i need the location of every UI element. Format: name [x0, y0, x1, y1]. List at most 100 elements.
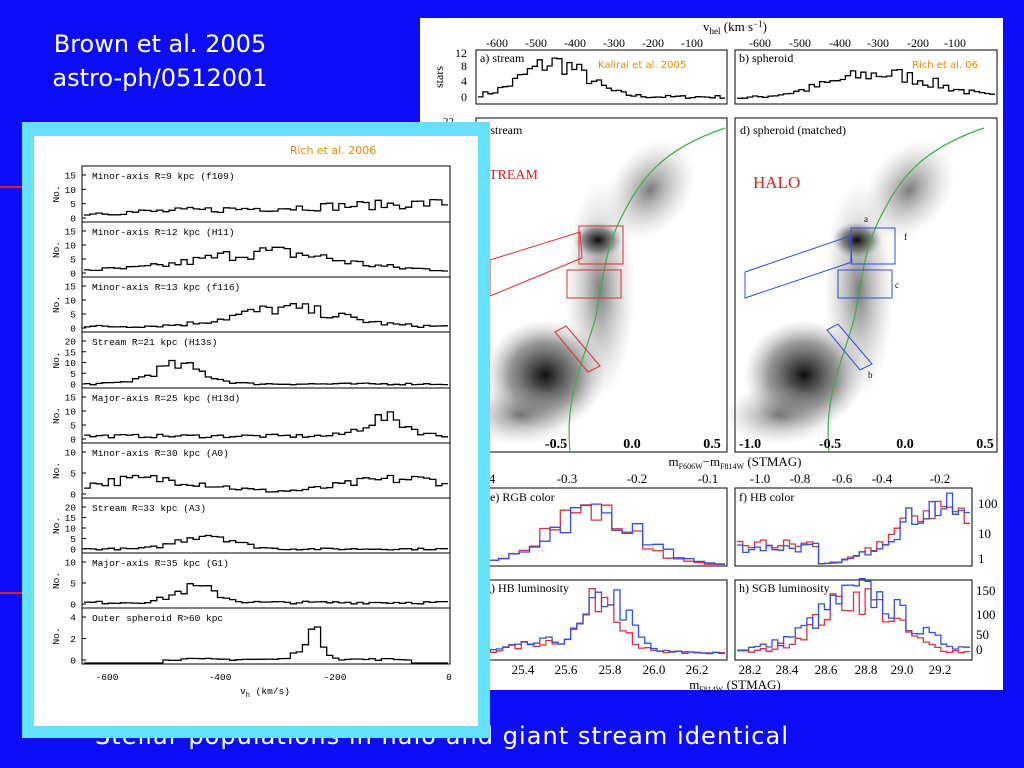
slide-title: Brown et al. 2005: [54, 30, 266, 58]
tick-label: 10: [65, 185, 77, 196]
panel-label: e) RGB color: [490, 490, 555, 504]
axis-label: No.: [51, 407, 62, 424]
axis-label: No.: [51, 517, 62, 534]
tick-label: 5: [70, 310, 76, 321]
panel-label: h) SGB luminosity: [739, 581, 830, 595]
tick-label: 100: [978, 496, 998, 511]
annotation: STREAM: [481, 168, 538, 183]
tick-label: 0: [70, 435, 76, 446]
tick-label: 0: [461, 90, 467, 104]
tick-label: 29.2: [929, 662, 952, 677]
histogram-trace: [84, 359, 448, 386]
tick-label: 100: [976, 607, 996, 622]
tick-label: 0.0: [896, 437, 914, 452]
axis-label-part: −m: [703, 454, 720, 469]
tick-label: -600: [486, 36, 508, 50]
tick-label: 0: [70, 380, 76, 391]
tick-label: -200: [907, 36, 929, 50]
panel-label: a) stream: [480, 51, 525, 65]
panel-label: Minor-axis R=30 kpc (A0): [92, 448, 229, 459]
slide-title: astro-ph/0512001: [52, 64, 267, 92]
tick-label: -0.1: [698, 471, 719, 486]
tick-label: -0.6: [832, 471, 853, 486]
panel-frame: [734, 579, 973, 661]
axis-label-part: m: [689, 677, 699, 692]
tick-label: 0.0: [623, 437, 641, 452]
histogram-trace: [84, 534, 448, 551]
tick-label: -100: [944, 36, 966, 50]
tick-label: -200: [642, 36, 664, 50]
box-label: f: [904, 232, 907, 242]
isochrone: [568, 127, 726, 453]
tick-label: 5: [70, 579, 76, 590]
tick-label: 20: [65, 503, 77, 514]
axis-label-part: −1: [753, 19, 763, 29]
tick-label: 5: [70, 469, 76, 480]
axis-label-part: F814W: [699, 685, 723, 694]
selection-box: [554, 325, 601, 373]
axis-label: mF814W (STMAG): [689, 677, 781, 694]
tick-label: 10: [65, 296, 77, 307]
selection-box: [850, 227, 896, 265]
tick-label: 10: [65, 358, 77, 369]
tick-label: -1.0: [739, 437, 761, 452]
tick-label: 28.6: [815, 662, 838, 677]
histogram-trace: [84, 411, 448, 439]
tick-label: 5: [70, 421, 76, 432]
axis-label: No.: [51, 462, 62, 479]
tick-label: 1: [978, 551, 985, 566]
axis-label: vh (km/s): [240, 686, 290, 700]
panel-label: g) HB luminosity: [485, 581, 569, 595]
panel-frame: [734, 49, 998, 105]
tick-label: -100: [681, 36, 703, 50]
tick-label: 0: [976, 642, 983, 657]
panel-frame: [475, 49, 728, 105]
selection-box: [837, 269, 893, 299]
axis-label-part: (km/s): [250, 686, 290, 697]
tick-label: 2: [70, 634, 76, 645]
tick-label: 15: [65, 513, 77, 524]
box-label: c: [895, 280, 899, 290]
tick-label: -300: [867, 36, 889, 50]
tick-label: 0: [70, 600, 76, 611]
tick-label: 15: [65, 347, 77, 358]
tick-label: 26.2: [686, 662, 709, 677]
star-cloud: [724, 385, 834, 445]
tick-label: 28.8: [855, 662, 878, 677]
panel-label: b) spheroid: [739, 51, 793, 65]
annotation: Kalirai et al. 2005: [598, 60, 686, 71]
axis-label-part: hel: [710, 26, 721, 36]
tick-label: 10: [978, 526, 991, 541]
axis-label: No.: [51, 351, 62, 368]
annotation: Rich et al. 2006: [290, 144, 377, 157]
histogram-trace: [737, 492, 970, 565]
tick-label: 25.4: [512, 662, 535, 677]
panel-label: Minor-axis R=12 kpc (H11): [92, 227, 235, 238]
tick-label: 10: [65, 241, 77, 252]
tick-label: 12: [455, 46, 467, 60]
histogram-trace: [478, 589, 725, 655]
axis-label: No.: [51, 241, 62, 258]
axis-label-part: (STMAG): [723, 677, 780, 692]
panel-label: Stream R=33 kpc (A3): [92, 503, 206, 514]
axis-label: No.: [51, 296, 62, 313]
tick-label: -600: [749, 36, 771, 50]
tick-label: 28.4: [776, 662, 799, 677]
tick-label: 0: [70, 656, 76, 667]
axis-label-part: v: [703, 19, 710, 34]
histogram-trace: [84, 303, 448, 329]
tick-label: -0.8: [790, 471, 811, 486]
panel-frame: [734, 117, 998, 453]
tick-label: 0.5: [976, 437, 994, 452]
selection-box: [744, 235, 853, 299]
panel-label: d) spheroid (matched): [740, 123, 846, 137]
axis-label: No.: [51, 572, 62, 589]
tick-label: 5: [70, 255, 76, 266]
selection-box: [826, 323, 873, 371]
histogram-trace: [84, 474, 448, 493]
panel-label: Major-axis R=25 kpc (H13d): [92, 393, 240, 404]
tick-label: 0: [70, 324, 76, 335]
tick-label: -300: [603, 36, 625, 50]
panel-label: Outer spheroid R>60 kpc: [92, 613, 223, 624]
